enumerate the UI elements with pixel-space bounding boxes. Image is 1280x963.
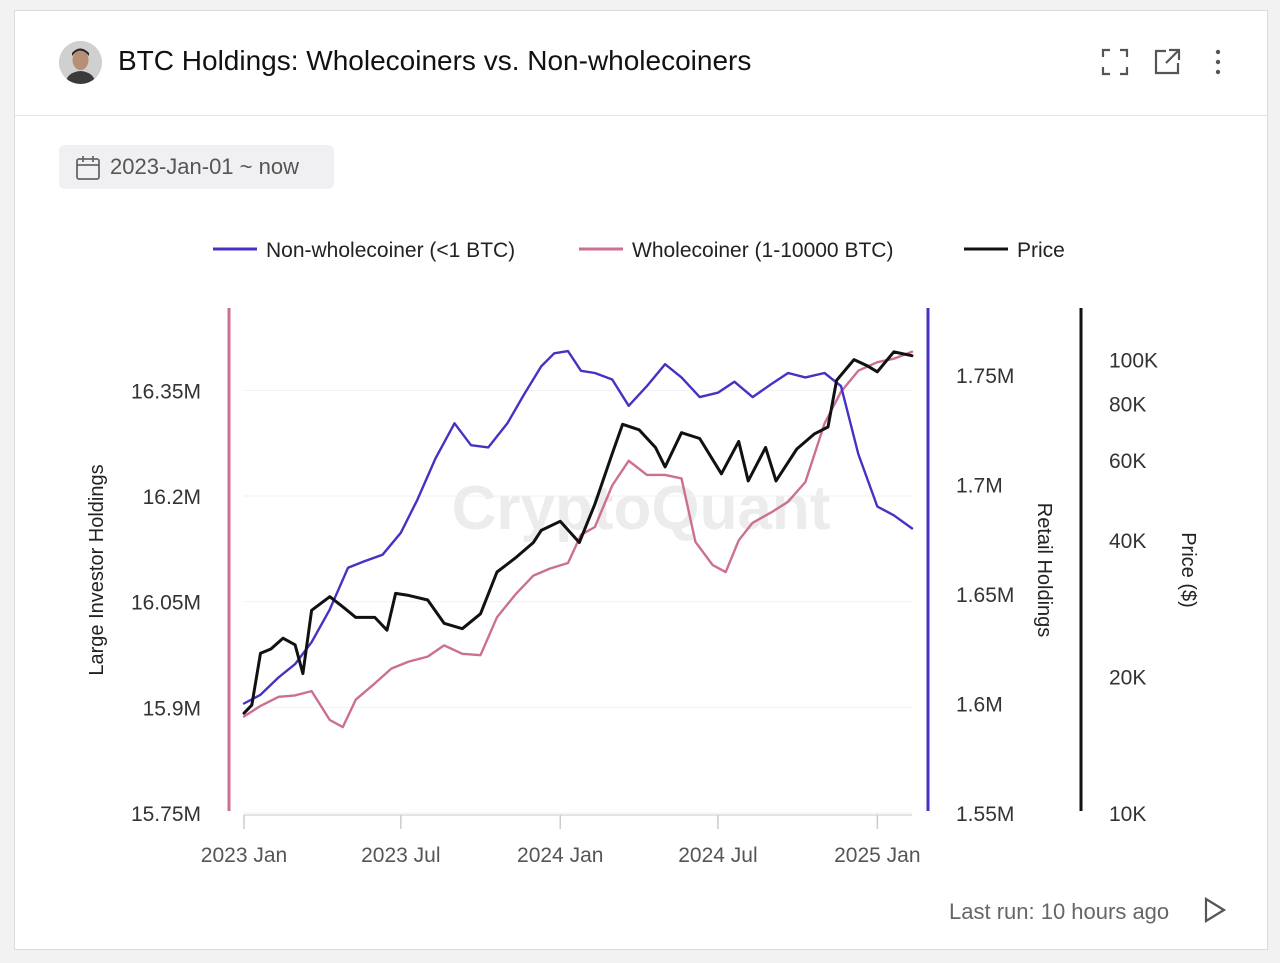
run-query-button[interactable] — [1201, 895, 1229, 925]
price-tick-label: 40K — [1109, 530, 1146, 553]
more-vertical-icon[interactable] — [1203, 47, 1233, 77]
price-tick-label: 20K — [1109, 667, 1146, 690]
price-tick-label: 100K — [1109, 350, 1158, 373]
x-tick-label: 2023 Jan — [201, 844, 287, 867]
left-tick-label: 16.05M — [131, 592, 201, 615]
legend-label: Wholecoiner (1-10000 BTC) — [632, 239, 893, 262]
left-tick-label: 16.35M — [131, 380, 201, 403]
left-tick-label: 16.2M — [143, 486, 201, 509]
x-tick-label: 2025 Jan — [834, 844, 920, 867]
chart-title: BTC Holdings: Wholecoiners vs. Non-whole… — [118, 45, 752, 76]
x-tick-label: 2024 Jul — [678, 844, 757, 867]
calendar-icon — [75, 155, 101, 186]
x-tick-label: 2024 Jan — [517, 844, 603, 867]
chart-area: CryptoQuant Non-wholecoiner (<1 BTC) Whol… — [86, 239, 1199, 867]
price-tick-label: 80K — [1109, 394, 1146, 417]
legend-label: Price — [1017, 239, 1065, 262]
price-axis-title: Price ($) — [1177, 532, 1199, 608]
retail-tick-label: 1.7M — [956, 475, 1003, 498]
legend-label: Non-wholecoiner (<1 BTC) — [266, 239, 515, 262]
date-range-label: 2023-Jan-01 ~ now — [110, 154, 299, 179]
series-line-non-wholecoiner — [242, 349, 914, 705]
left-axis-title: Large Investor Holdings — [86, 464, 108, 675]
left-tick-label: 15.9M — [143, 697, 201, 720]
retail-tick-label: 1.75M — [956, 365, 1014, 388]
retail-tick-label: 1.6M — [956, 694, 1003, 717]
last-run-status: Last run: 10 hours ago — [949, 899, 1170, 924]
left-tick-label: 15.75M — [131, 803, 201, 826]
series-line-price — [242, 350, 914, 715]
retail-tick-label: 1.55M — [956, 803, 1014, 826]
date-range-filter[interactable]: 2023-Jan-01 ~ now — [59, 145, 334, 189]
x-tick-label: 2023 Jul — [361, 844, 440, 867]
retail-axis-title: Retail Holdings — [1033, 503, 1055, 638]
retail-tick-label: 1.65M — [956, 584, 1014, 607]
card-header: BTC Holdings: Wholecoiners vs. Non-whole… — [15, 11, 1267, 116]
price-tick-label: 10K — [1109, 803, 1146, 826]
play-icon — [1204, 897, 1227, 923]
avatar — [59, 41, 102, 84]
chart-card: BTC Holdings: Wholecoiners vs. Non-whole… — [14, 10, 1268, 950]
open-external-icon[interactable] — [1152, 47, 1182, 77]
chart-watermark: CryptoQuant — [452, 474, 831, 543]
price-tick-label: 60K — [1109, 450, 1146, 473]
fullscreen-icon[interactable] — [1100, 47, 1130, 77]
